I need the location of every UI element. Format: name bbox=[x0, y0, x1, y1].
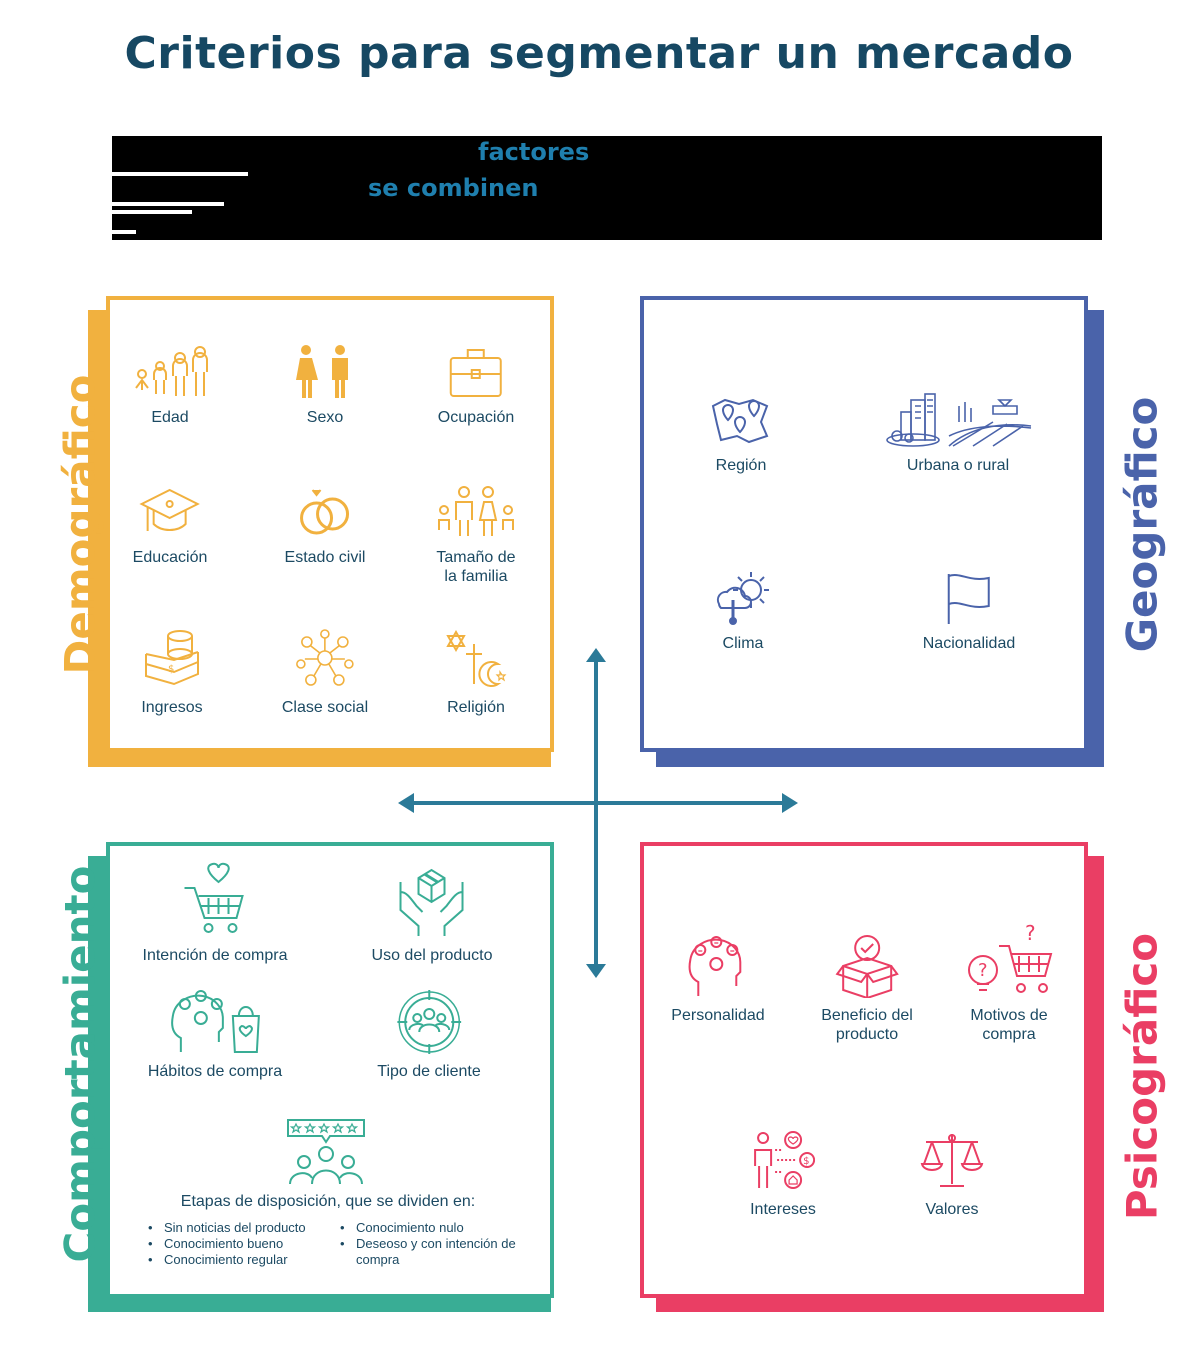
label-ocupacion: Ocupación bbox=[437, 409, 515, 426]
religion-symbols-icon bbox=[446, 629, 507, 687]
label-nacionalidad: Nacionalidad bbox=[922, 635, 1016, 652]
demografico-heading: Demográfico bbox=[55, 374, 105, 675]
svg-text:?: ? bbox=[978, 960, 988, 981]
vertical-axis-arrows-icon bbox=[586, 648, 606, 978]
head-emotions-icon bbox=[688, 936, 741, 996]
briefcase-icon bbox=[450, 349, 502, 397]
stage-item: Deseoso y con intención de compra bbox=[338, 1236, 518, 1268]
label-edad: Edad bbox=[151, 409, 189, 426]
comportamiento-heading: Comportamiento bbox=[55, 865, 105, 1263]
item-intereses: $ Intereses bbox=[750, 1130, 816, 1219]
head-bag-icon bbox=[171, 990, 261, 1053]
item-uso-producto: Uso del producto bbox=[371, 862, 493, 965]
label-valores: Valores bbox=[925, 1201, 979, 1218]
item-valores: Valores bbox=[920, 1130, 984, 1219]
label-clase-social: Clase social bbox=[281, 699, 369, 716]
label-ingresos: Ingresos bbox=[141, 699, 203, 716]
label-tamano-familia: Tamaño de la familia bbox=[436, 549, 516, 585]
svg-text:$: $ bbox=[803, 1156, 809, 1167]
hands-box-icon bbox=[400, 868, 464, 936]
item-nacionalidad: Nacionalidad bbox=[922, 570, 1016, 653]
graduation-cap-icon bbox=[139, 488, 201, 531]
person-interests-icon: $ bbox=[754, 1131, 815, 1189]
item-religion: Religión bbox=[444, 628, 508, 717]
weather-icon bbox=[716, 572, 769, 625]
label-personalidad: Personalidad bbox=[671, 1007, 765, 1024]
flag-icon bbox=[947, 574, 990, 624]
stage-item: Conocimiento bueno bbox=[146, 1236, 326, 1252]
psicografico-heading: Psicográfico bbox=[1117, 932, 1167, 1221]
people-ages-icon bbox=[135, 346, 208, 396]
target-group-icon bbox=[397, 990, 461, 1054]
label-region: Región bbox=[715, 457, 767, 474]
item-habitos-compra: Hábitos de compra bbox=[148, 990, 282, 1081]
money-stack-icon: $ bbox=[145, 630, 199, 686]
item-intencion-compra: Intención de compra bbox=[142, 862, 288, 965]
label-clima: Clima bbox=[722, 635, 764, 652]
map-pins-icon bbox=[711, 398, 769, 444]
stages-title: Etapas de disposición, que se dividen en… bbox=[180, 1193, 476, 1210]
label-uso-producto: Uso del producto bbox=[371, 947, 493, 964]
box-check-icon bbox=[835, 935, 899, 998]
label-beneficio-producto: Beneficio del producto bbox=[821, 1007, 913, 1043]
label-urbana-rural: Urbana o rural bbox=[906, 457, 1010, 474]
family-icon bbox=[438, 486, 514, 536]
svg-text:?: ? bbox=[1025, 924, 1036, 945]
item-ingresos: $ Ingresos bbox=[140, 628, 204, 717]
item-educacion: Educación bbox=[132, 484, 208, 567]
label-habitos-compra: Hábitos de compra bbox=[147, 1063, 283, 1080]
item-clase-social: Clase social bbox=[282, 628, 368, 717]
geografico-heading: Geográfico bbox=[1117, 396, 1167, 653]
label-estado-civil: Estado civil bbox=[284, 549, 366, 566]
intro-highlight-combinen: se combinen bbox=[368, 174, 539, 202]
vertical-axis bbox=[594, 660, 598, 972]
cart-heart-icon bbox=[184, 862, 245, 933]
item-beneficio-producto: Beneficio del producto bbox=[821, 932, 913, 1044]
label-educacion: Educación bbox=[132, 549, 208, 566]
item-urbana-rural: Urbana o rural bbox=[883, 392, 1033, 475]
item-tamano-familia: Tamaño de la familia bbox=[436, 484, 516, 586]
item-personalidad: Personalidad bbox=[671, 932, 765, 1025]
psicografico-box bbox=[640, 842, 1088, 1298]
stages-list-1: Sin noticias del producto Conocimiento b… bbox=[146, 1220, 326, 1268]
label-intereses: Intereses bbox=[750, 1201, 816, 1218]
item-sexo: Sexo bbox=[290, 344, 360, 427]
label-sexo: Sexo bbox=[306, 409, 344, 426]
label-motivos-compra: Motivos de compra bbox=[970, 1007, 1048, 1043]
woman-man-icon bbox=[296, 345, 348, 398]
item-region: Región bbox=[709, 392, 773, 475]
svg-text:$: $ bbox=[168, 664, 174, 675]
scales-icon bbox=[920, 1134, 984, 1187]
geografico-box bbox=[640, 296, 1088, 752]
label-intencion-compra: Intención de compra bbox=[142, 947, 288, 964]
social-network-icon bbox=[296, 629, 354, 686]
label-tipo-cliente: Tipo de cliente bbox=[377, 1063, 481, 1080]
intro-highlight-factores: factores bbox=[478, 138, 590, 166]
intro-text-block: factores se combinen bbox=[112, 136, 1102, 240]
rating-group-icon bbox=[287, 1119, 365, 1185]
horizontal-axis bbox=[412, 801, 784, 805]
item-clima: Clima bbox=[713, 570, 773, 653]
idea-cart-icon: ? ? bbox=[968, 924, 1053, 993]
item-tipo-cliente: Tipo de cliente bbox=[377, 990, 481, 1081]
stage-item: Conocimiento regular bbox=[146, 1252, 326, 1268]
item-motivos-compra: ? ? Motivos de compra bbox=[963, 924, 1055, 1044]
horizontal-axis-arrows-icon bbox=[398, 793, 798, 813]
stages-icon-wrapper bbox=[286, 1118, 366, 1193]
page-title: Criterios para segmentar un mercado bbox=[124, 28, 1074, 79]
item-estado-civil: Estado civil bbox=[284, 484, 366, 567]
item-ocupacion: Ocupación bbox=[437, 344, 515, 427]
stages-list-2: Conocimiento nulo Deseoso y con intenció… bbox=[338, 1220, 518, 1268]
stage-item: Conocimiento nulo bbox=[338, 1220, 518, 1236]
wedding-rings-icon bbox=[300, 489, 350, 535]
stage-item: Sin noticias del producto bbox=[146, 1220, 326, 1236]
city-countryside-icon bbox=[886, 393, 1032, 447]
label-religion: Religión bbox=[447, 699, 505, 716]
item-edad: Edad bbox=[130, 344, 210, 427]
